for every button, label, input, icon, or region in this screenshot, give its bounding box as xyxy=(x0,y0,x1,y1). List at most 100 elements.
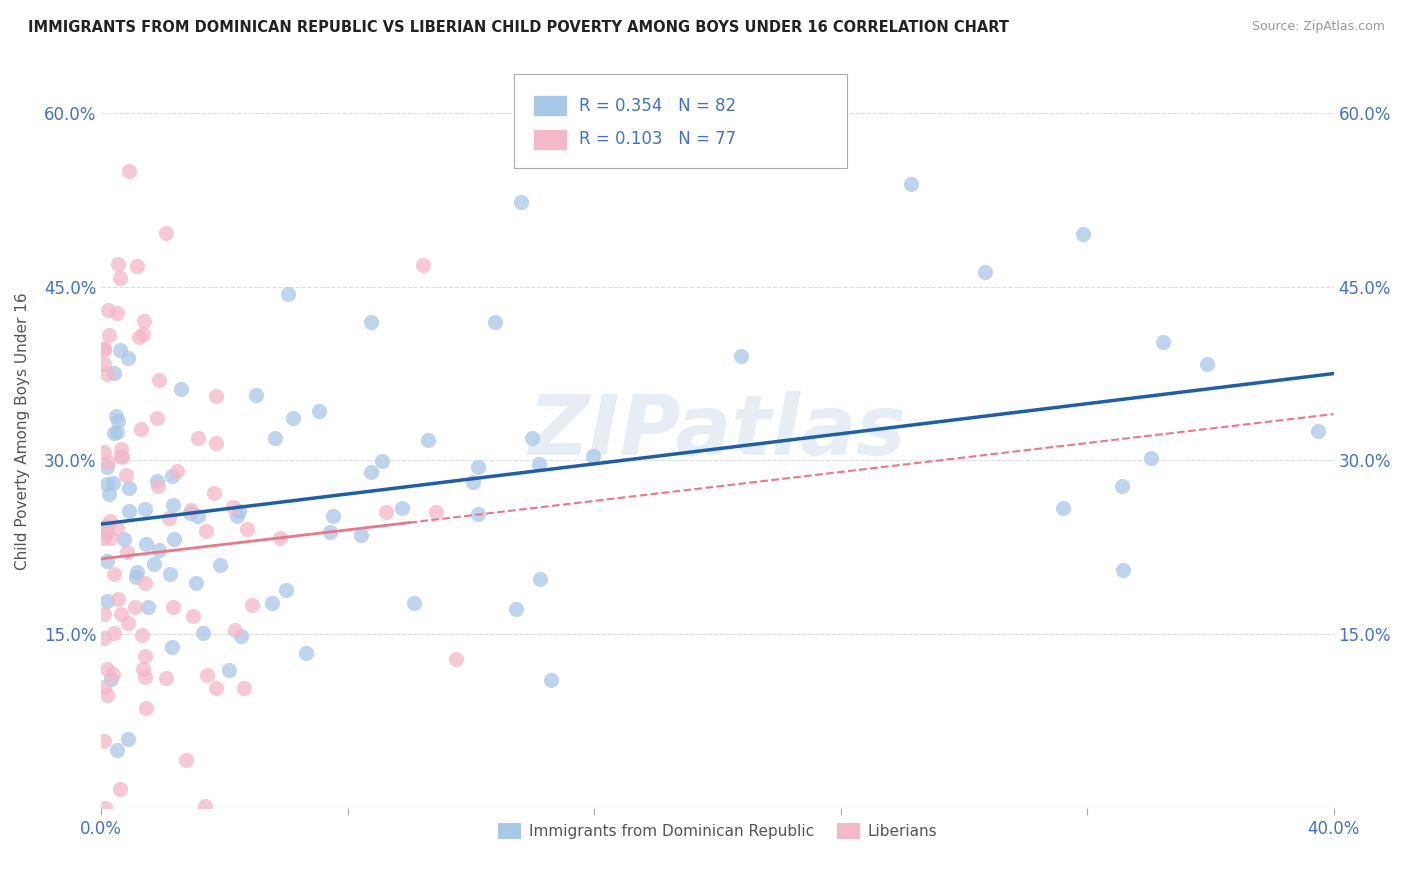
Point xyxy=(107,592,129,607)
Text: R = 0.103   N = 77: R = 0.103 N = 77 xyxy=(579,130,737,148)
Point xyxy=(93,343,115,357)
Point xyxy=(112,532,135,546)
Text: R = 0.354   N = 82: R = 0.354 N = 82 xyxy=(579,96,737,114)
Point xyxy=(118,481,141,495)
Point xyxy=(360,315,382,329)
Point xyxy=(467,507,489,521)
Point xyxy=(142,557,165,571)
Point xyxy=(117,351,139,366)
Point xyxy=(371,454,394,468)
Point xyxy=(1071,227,1094,241)
Point xyxy=(96,554,118,568)
Point xyxy=(98,487,121,501)
Point xyxy=(136,600,159,615)
Point xyxy=(283,411,305,425)
Point xyxy=(155,226,177,240)
Point xyxy=(225,508,247,523)
Point xyxy=(135,537,157,551)
Text: Source: ZipAtlas.com: Source: ZipAtlas.com xyxy=(1251,20,1385,33)
Point xyxy=(527,457,550,471)
FancyBboxPatch shape xyxy=(515,74,846,168)
Point xyxy=(194,524,217,538)
Point xyxy=(110,449,132,463)
Point xyxy=(131,628,153,642)
Point xyxy=(107,414,129,428)
Point xyxy=(129,422,152,436)
Point xyxy=(117,615,139,630)
Point xyxy=(105,425,128,439)
Point xyxy=(264,431,287,445)
Point xyxy=(98,514,121,528)
Point xyxy=(110,442,132,456)
Point xyxy=(582,450,605,464)
Text: IMMIGRANTS FROM DOMINICAN REPUBLIC VS LIBERIAN CHILD POVERTY AMONG BOYS UNDER 16: IMMIGRANTS FROM DOMINICAN REPUBLIC VS LI… xyxy=(28,20,1010,35)
Point xyxy=(110,607,132,621)
Point xyxy=(350,528,373,542)
Point xyxy=(93,341,115,355)
Point xyxy=(204,486,226,500)
Point xyxy=(115,468,138,483)
Point xyxy=(205,681,228,695)
Point xyxy=(93,680,115,694)
Point xyxy=(391,501,413,516)
Point xyxy=(510,194,533,209)
Point xyxy=(160,468,183,483)
Point xyxy=(128,330,150,344)
Point xyxy=(134,576,156,591)
Point xyxy=(160,640,183,654)
Point xyxy=(97,303,120,318)
Point xyxy=(93,445,115,459)
Point xyxy=(97,328,120,343)
Point xyxy=(146,474,169,488)
Point xyxy=(184,576,207,591)
Point xyxy=(191,626,214,640)
Point xyxy=(1140,451,1163,466)
Point xyxy=(148,373,170,387)
Point xyxy=(1152,335,1174,350)
Point xyxy=(260,596,283,610)
Point xyxy=(100,672,122,686)
Point xyxy=(135,701,157,715)
Point xyxy=(103,426,125,441)
Legend: Immigrants from Dominican Republic, Liberians: Immigrants from Dominican Republic, Libe… xyxy=(492,817,943,846)
Point xyxy=(505,601,527,615)
Point xyxy=(118,164,141,178)
Bar xyxy=(533,95,567,116)
Point xyxy=(269,531,291,545)
Point xyxy=(205,436,228,450)
Bar xyxy=(533,129,567,150)
Point xyxy=(412,258,434,272)
Point xyxy=(134,670,156,684)
Point xyxy=(148,543,170,558)
Point xyxy=(115,545,138,559)
Point xyxy=(222,500,245,515)
Point xyxy=(418,433,440,447)
Point xyxy=(93,734,115,748)
Point xyxy=(96,368,118,382)
Point xyxy=(205,389,228,403)
Point xyxy=(125,570,148,584)
Point xyxy=(162,599,184,614)
Point xyxy=(974,265,997,279)
Point xyxy=(103,626,125,640)
Point xyxy=(108,270,131,285)
Point xyxy=(134,648,156,663)
Y-axis label: Child Poverty Among Boys Under 16: Child Poverty Among Boys Under 16 xyxy=(15,293,30,570)
Point xyxy=(228,504,250,518)
Point xyxy=(159,566,181,581)
Point xyxy=(170,382,193,396)
Point xyxy=(134,314,156,328)
Point xyxy=(117,732,139,747)
Point xyxy=(224,623,246,637)
Point xyxy=(111,450,134,465)
Point xyxy=(294,646,316,660)
Point xyxy=(104,409,127,423)
Point xyxy=(484,315,506,329)
Point xyxy=(93,532,115,546)
Point xyxy=(107,256,129,270)
Point xyxy=(96,524,118,539)
Point xyxy=(180,502,202,516)
Point xyxy=(124,599,146,614)
Point xyxy=(520,431,543,445)
Point xyxy=(146,478,169,492)
